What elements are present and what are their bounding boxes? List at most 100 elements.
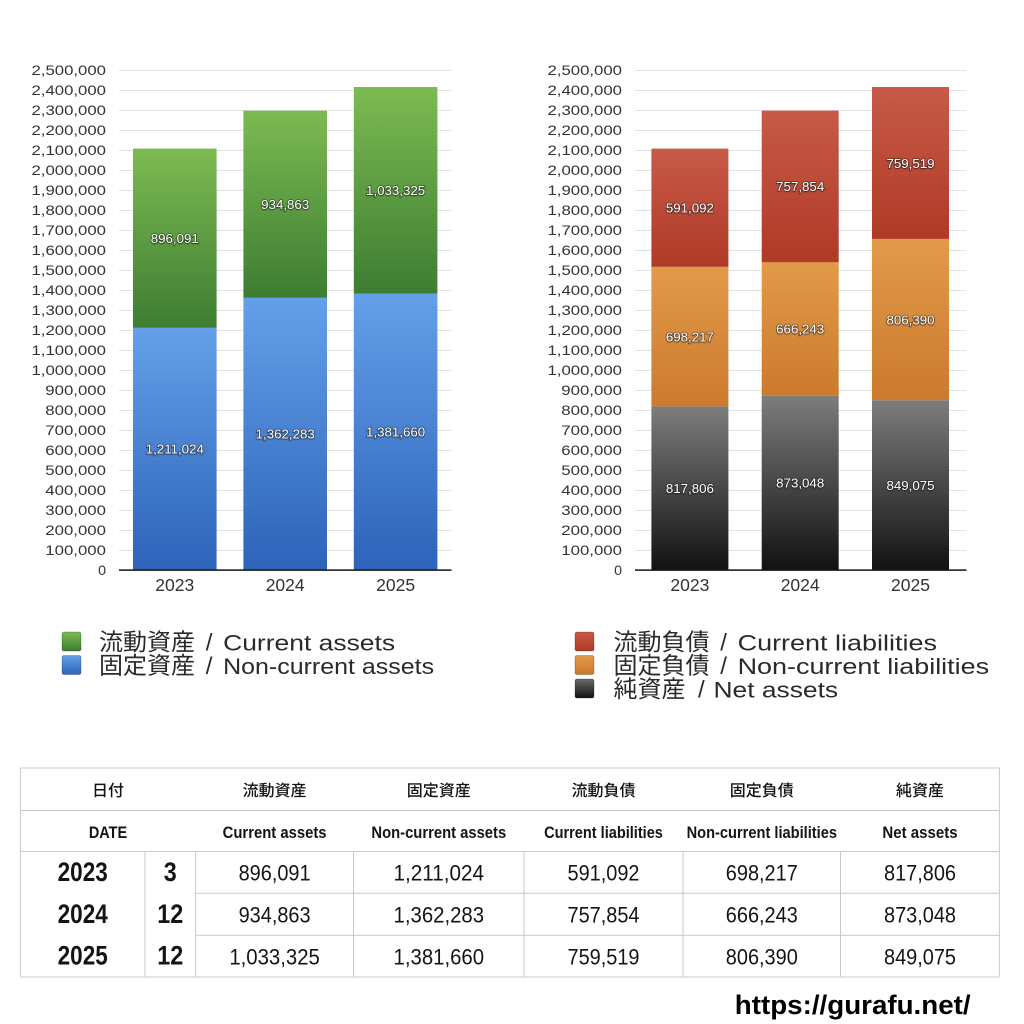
svg-text:200,000: 200,000 — [561, 523, 622, 539]
svg-text:759,519: 759,519 — [568, 944, 640, 969]
svg-text:2024: 2024 — [266, 575, 305, 595]
svg-text:500,000: 500,000 — [561, 463, 622, 479]
svg-text:1,211,024: 1,211,024 — [146, 442, 204, 457]
svg-text:2025: 2025 — [58, 941, 108, 971]
svg-text:849,075: 849,075 — [886, 478, 934, 493]
svg-text:806,390: 806,390 — [886, 312, 934, 327]
svg-text:849,075: 849,075 — [884, 944, 956, 969]
svg-text:/: / — [720, 629, 727, 656]
svg-text:666,243: 666,243 — [776, 322, 824, 337]
svg-text:200,000: 200,000 — [45, 523, 106, 539]
svg-text:2,100,000: 2,100,000 — [32, 143, 107, 159]
svg-text:757,854: 757,854 — [568, 903, 640, 928]
svg-text:Current liabilities: Current liabilities — [738, 630, 937, 655]
svg-text:DATE: DATE — [89, 823, 127, 842]
svg-text:1,100,000: 1,100,000 — [548, 343, 623, 359]
svg-text:1,000,000: 1,000,000 — [548, 363, 623, 379]
svg-text:1,600,000: 1,600,000 — [548, 243, 623, 259]
svg-text:1,381,660: 1,381,660 — [394, 944, 485, 969]
svg-text:2,300,000: 2,300,000 — [32, 103, 107, 119]
svg-text:2,000,000: 2,000,000 — [32, 163, 107, 179]
svg-text:0: 0 — [614, 563, 622, 579]
svg-text:934,863: 934,863 — [261, 197, 309, 212]
svg-text:591,092: 591,092 — [666, 201, 714, 216]
svg-text:800,000: 800,000 — [561, 403, 622, 419]
svg-text:817,806: 817,806 — [666, 481, 714, 496]
svg-text:2,000,000: 2,000,000 — [548, 163, 623, 179]
svg-text:700,000: 700,000 — [45, 423, 106, 439]
svg-text:2,100,000: 2,100,000 — [548, 143, 623, 159]
svg-text:1,700,000: 1,700,000 — [548, 223, 623, 239]
svg-text:100,000: 100,000 — [561, 543, 622, 559]
svg-text:0: 0 — [98, 563, 106, 579]
svg-text:757,854: 757,854 — [776, 179, 824, 194]
svg-text:1,700,000: 1,700,000 — [32, 223, 107, 239]
svg-text:/: / — [206, 629, 213, 656]
svg-text:873,048: 873,048 — [776, 476, 824, 491]
svg-text:2025: 2025 — [891, 575, 930, 595]
svg-text:1,362,283: 1,362,283 — [256, 427, 315, 442]
svg-text:800,000: 800,000 — [45, 403, 106, 419]
svg-text:3: 3 — [164, 857, 177, 887]
svg-text:1,400,000: 1,400,000 — [32, 283, 107, 299]
svg-text:500,000: 500,000 — [45, 463, 106, 479]
svg-text:300,000: 300,000 — [561, 503, 622, 519]
svg-text:806,390: 806,390 — [726, 944, 798, 969]
svg-text:Current assets: Current assets — [223, 823, 327, 842]
svg-text:1,362,283: 1,362,283 — [394, 903, 485, 928]
svg-text:2,500,000: 2,500,000 — [548, 63, 623, 79]
svg-text:2,400,000: 2,400,000 — [548, 83, 623, 99]
svg-text:2,400,000: 2,400,000 — [32, 83, 107, 99]
svg-text:698,217: 698,217 — [666, 329, 714, 344]
svg-text:2025: 2025 — [376, 575, 415, 595]
svg-text:Net assets: Net assets — [882, 823, 957, 842]
svg-text:1,033,325: 1,033,325 — [229, 944, 320, 969]
svg-text:https://gurafu.net/: https://gurafu.net/ — [735, 990, 971, 1020]
svg-text:600,000: 600,000 — [45, 443, 106, 459]
svg-text:2,200,000: 2,200,000 — [548, 123, 623, 139]
svg-text:Non-current liabilities: Non-current liabilities — [687, 823, 837, 842]
svg-text:2,300,000: 2,300,000 — [548, 103, 623, 119]
svg-text:400,000: 400,000 — [561, 483, 622, 499]
svg-text:Net assets: Net assets — [714, 677, 839, 702]
svg-text:1,800,000: 1,800,000 — [548, 203, 623, 219]
svg-text:Non-current assets: Non-current assets — [371, 823, 506, 842]
svg-text:2023: 2023 — [155, 575, 194, 595]
svg-text:1,500,000: 1,500,000 — [32, 263, 107, 279]
svg-text:666,243: 666,243 — [726, 903, 798, 928]
svg-text:/: / — [720, 653, 727, 680]
svg-text:2023: 2023 — [58, 857, 108, 887]
svg-text:900,000: 900,000 — [45, 383, 106, 399]
svg-text:873,048: 873,048 — [884, 903, 956, 928]
svg-text:100,000: 100,000 — [45, 543, 106, 559]
svg-text:591,092: 591,092 — [568, 861, 640, 886]
svg-text:1,000,000: 1,000,000 — [32, 363, 107, 379]
svg-text:/: / — [206, 653, 213, 680]
svg-text:817,806: 817,806 — [884, 861, 956, 886]
svg-text:2024: 2024 — [781, 575, 820, 595]
svg-text:900,000: 900,000 — [561, 383, 622, 399]
svg-text:1,600,000: 1,600,000 — [32, 243, 107, 259]
svg-text:600,000: 600,000 — [561, 443, 622, 459]
svg-text:Non-current assets: Non-current assets — [223, 654, 434, 679]
svg-text:934,863: 934,863 — [239, 903, 311, 928]
svg-text:2,200,000: 2,200,000 — [32, 123, 107, 139]
svg-text:2,500,000: 2,500,000 — [32, 63, 107, 79]
svg-text:400,000: 400,000 — [45, 483, 106, 499]
svg-text:1,500,000: 1,500,000 — [548, 263, 623, 279]
svg-text:12: 12 — [157, 899, 183, 929]
svg-text:Current assets: Current assets — [223, 630, 395, 655]
svg-text:1,381,660: 1,381,660 — [366, 425, 425, 440]
svg-text:698,217: 698,217 — [726, 861, 798, 886]
svg-text:1,200,000: 1,200,000 — [32, 323, 107, 339]
svg-text:300,000: 300,000 — [45, 503, 106, 519]
svg-text:1,300,000: 1,300,000 — [548, 303, 623, 319]
svg-text:1,900,000: 1,900,000 — [32, 183, 107, 199]
svg-text:1,800,000: 1,800,000 — [32, 203, 107, 219]
svg-text:1,200,000: 1,200,000 — [548, 323, 623, 339]
svg-text:1,033,325: 1,033,325 — [366, 183, 425, 198]
svg-text:896,091: 896,091 — [151, 231, 199, 246]
svg-text:/: / — [698, 676, 705, 703]
svg-text:1,300,000: 1,300,000 — [32, 303, 107, 319]
svg-text:896,091: 896,091 — [239, 861, 311, 886]
